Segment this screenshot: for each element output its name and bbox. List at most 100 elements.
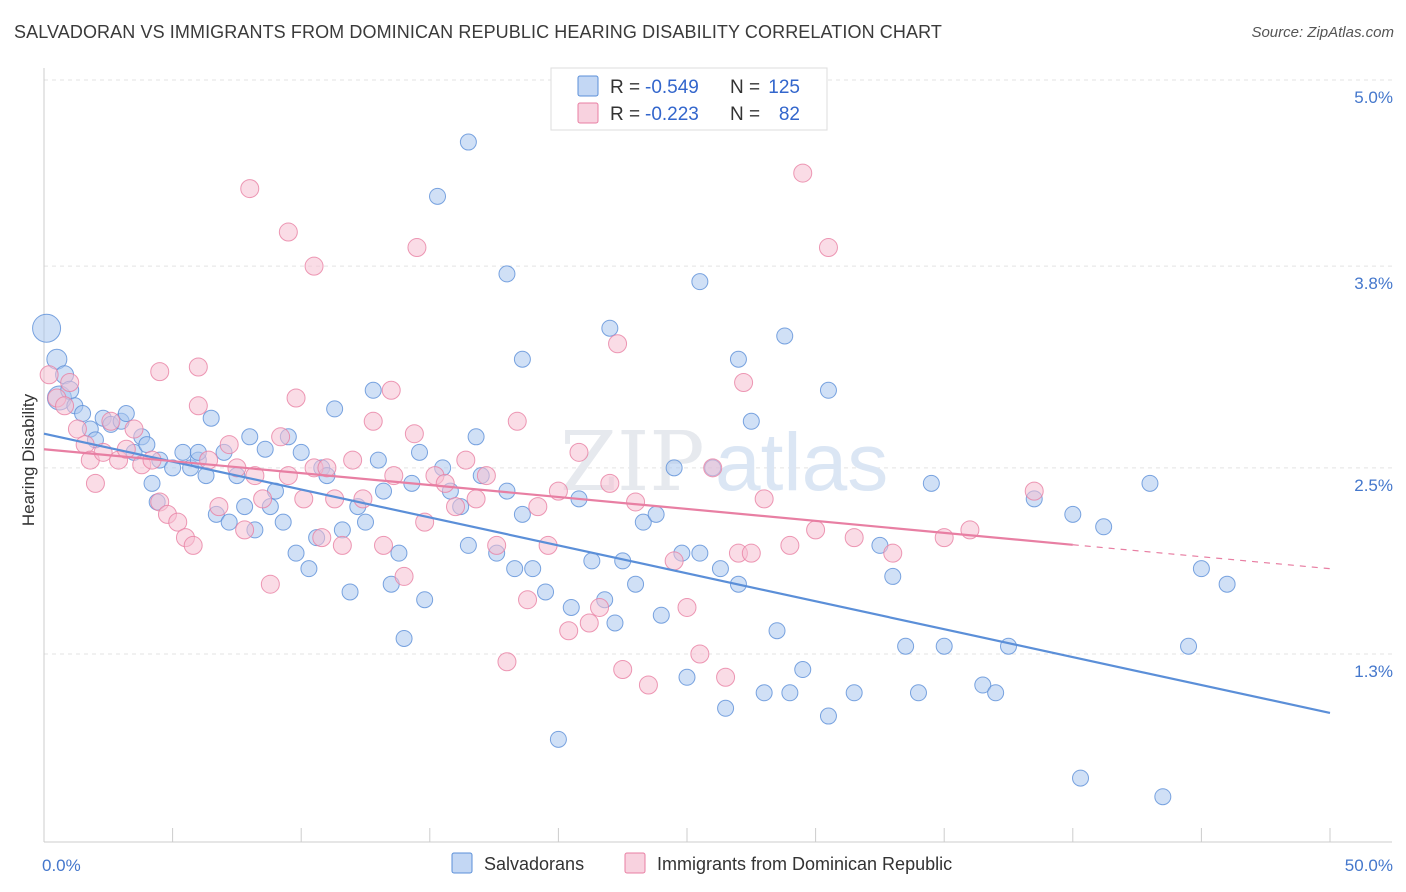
point-0-115: [459, 133, 477, 151]
point-0-118: [513, 350, 531, 368]
point-1-31: [286, 388, 306, 408]
y-tick-label-2: 3.8%: [1354, 274, 1393, 293]
point-0-121: [729, 350, 747, 368]
point-0-78: [634, 513, 652, 531]
legend-r-label-0: R =: [610, 77, 640, 98]
point-0-77: [627, 575, 645, 593]
point-1-67: [664, 551, 684, 571]
watermark: ZIP atlas: [560, 415, 888, 510]
point-0-0: [32, 313, 62, 343]
point-1-37: [332, 535, 352, 555]
point-0-68: [524, 560, 542, 578]
point-0-95: [819, 707, 837, 725]
point-0-67: [513, 505, 531, 523]
point-1-62: [590, 597, 610, 617]
point-1-30: [278, 466, 298, 486]
point-0-49: [364, 381, 382, 399]
point-1-82: [240, 179, 260, 199]
point-1-27: [253, 489, 273, 509]
point-1-3: [60, 373, 80, 393]
point-1-73: [741, 543, 761, 563]
point-0-44: [326, 400, 344, 418]
point-0-94: [794, 661, 812, 679]
point-1-71: [716, 667, 736, 687]
point-1-44: [404, 424, 424, 444]
bottom-legend-label-dominican: Immigrants from Dominican Republic: [657, 854, 952, 874]
point-0-93: [781, 684, 799, 702]
point-1-90: [381, 380, 401, 400]
point-1-7: [85, 473, 105, 493]
point-1-28: [260, 574, 280, 594]
point-0-12: [117, 405, 135, 423]
point-0-92: [776, 327, 794, 345]
point-0-107: [1064, 505, 1082, 523]
point-0-109: [1095, 518, 1113, 536]
trend-line-0: [43, 432, 1331, 715]
point-0-122: [819, 381, 837, 399]
legend-r-label-1: R =: [610, 104, 640, 125]
legend-r-value-1: -0.223: [645, 104, 699, 125]
point-1-91: [793, 163, 813, 183]
point-1-12: [124, 419, 144, 439]
point-1-65: [626, 492, 646, 512]
point-1-78: [883, 543, 903, 563]
point-1-69: [690, 644, 710, 664]
y-tick-label-3: 5.0%: [1354, 88, 1393, 107]
point-0-30: [236, 498, 254, 516]
point-0-89: [742, 412, 760, 430]
point-0-69: [537, 583, 555, 601]
point-0-105: [1000, 637, 1017, 655]
point-0-61: [459, 536, 477, 554]
point-1-35: [317, 458, 337, 478]
point-0-117: [498, 265, 516, 283]
point-0-98: [884, 567, 902, 585]
correlation-legend: R = -0.549 N = 125 R = -0.223 N = 82: [550, 67, 828, 131]
point-1-41: [374, 535, 394, 555]
point-0-113: [1192, 560, 1210, 578]
point-1-43: [394, 566, 414, 586]
point-0-73: [583, 552, 601, 570]
point-1-25: [235, 520, 255, 540]
point-0-96: [845, 684, 863, 702]
point-0-15: [138, 436, 156, 454]
trend-lines: [43, 432, 1331, 715]
point-0-119: [601, 319, 619, 337]
chart-title: SALVADORAN VS IMMIGRANTS FROM DOMINICAN …: [14, 22, 942, 42]
point-0-50: [369, 451, 387, 469]
point-1-88: [150, 362, 170, 382]
legend-n-value-1: 82: [779, 104, 800, 125]
point-1-34: [312, 528, 332, 548]
point-0-86: [711, 560, 729, 578]
x-tick-max: 50.0%: [1345, 856, 1393, 875]
legend-r-value-0: -0.549: [645, 77, 699, 98]
point-0-6: [74, 405, 92, 423]
point-1-84: [304, 256, 324, 276]
point-0-40: [300, 560, 318, 578]
point-1-92: [818, 238, 838, 258]
series-1-points: [39, 163, 1044, 695]
point-0-38: [287, 544, 305, 562]
y-axis-title: Hearing Disability: [19, 393, 38, 526]
point-1-61: [579, 613, 599, 633]
legend-swatch-salvadorans: [577, 75, 599, 97]
point-1-40: [363, 411, 383, 431]
point-0-25: [202, 409, 220, 427]
point-1-60: [569, 442, 589, 462]
point-1-51: [476, 466, 496, 486]
point-1-75: [780, 535, 800, 555]
point-1-74: [754, 489, 774, 509]
y-tick-label-0: 1.3%: [1354, 662, 1393, 681]
series-legend: Salvadorans Immigrants from Dominican Re…: [451, 852, 952, 874]
point-1-54: [507, 411, 527, 431]
point-1-86: [608, 334, 628, 354]
point-0-79: [647, 505, 665, 523]
bottom-legend-swatch-dominican: [624, 852, 646, 874]
point-0-20: [174, 443, 192, 461]
point-0-62: [467, 428, 485, 446]
point-0-54: [395, 629, 413, 647]
point-0-57: [416, 591, 434, 609]
y-tick-label-1: 2.5%: [1354, 476, 1393, 495]
point-1-4: [67, 419, 87, 439]
point-0-16: [143, 474, 161, 492]
point-1-56: [528, 497, 548, 517]
